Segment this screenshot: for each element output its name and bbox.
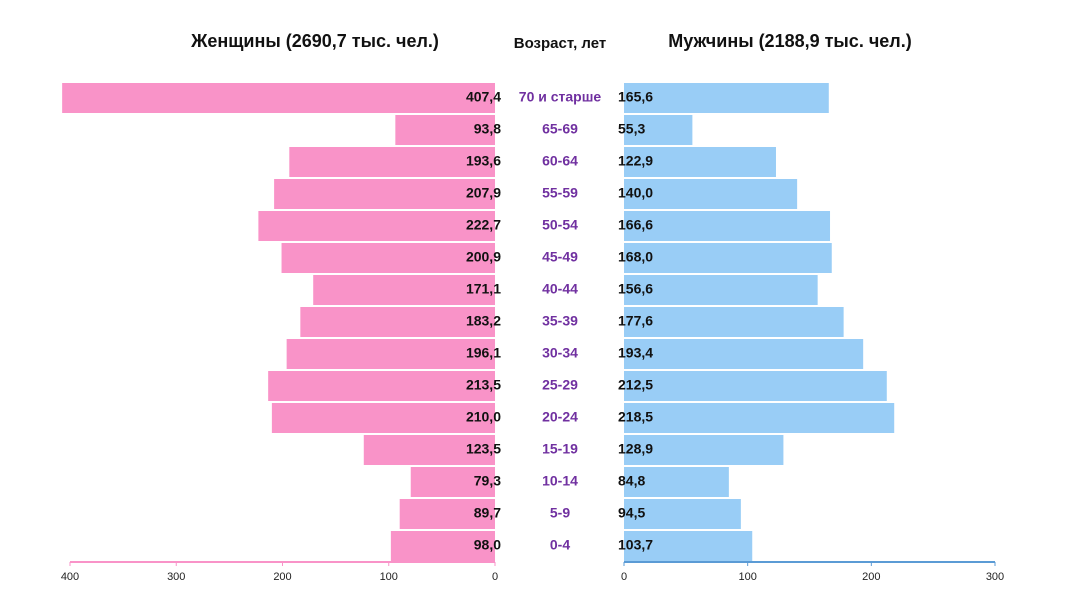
category-label: 70 и старше [519, 89, 602, 105]
bar [624, 371, 887, 401]
bar [624, 531, 753, 561]
bar [258, 211, 495, 241]
value-label: 93,8 [474, 121, 501, 137]
bar [624, 499, 741, 529]
bar [624, 307, 844, 337]
category-label: 65-69 [542, 121, 578, 137]
bar [624, 435, 784, 465]
value-label: 196,1 [466, 345, 501, 361]
category-label: 50-54 [542, 217, 578, 233]
bar [300, 307, 495, 337]
value-label: 193,6 [466, 153, 501, 169]
bar [274, 179, 495, 209]
category-label: 20-24 [542, 409, 578, 425]
value-label: 207,9 [466, 185, 501, 201]
x-tick-label: 0 [492, 571, 498, 583]
value-label: 122,9 [618, 153, 653, 169]
bar [624, 147, 776, 177]
value-label: 407,4 [466, 89, 501, 105]
value-label: 140,0 [618, 185, 653, 201]
category-label: 55-59 [542, 185, 578, 201]
value-label: 156,6 [618, 281, 653, 297]
category-label: 25-29 [542, 377, 578, 393]
value-label: 222,7 [466, 217, 501, 233]
x-tick-label: 300 [167, 571, 185, 583]
value-label: 166,6 [618, 217, 653, 233]
value-label: 177,6 [618, 313, 653, 329]
value-label: 212,5 [618, 377, 653, 393]
value-label: 171,1 [466, 281, 501, 297]
bar [281, 243, 495, 273]
x-tick-label: 0 [621, 571, 627, 583]
value-label: 128,9 [618, 441, 653, 457]
bar [289, 147, 495, 177]
value-label: 168,0 [618, 249, 653, 265]
bar [624, 403, 895, 433]
series-title: Мужчины (2188,9 тыс. чел.) [668, 31, 911, 51]
value-label: 218,5 [618, 409, 653, 425]
x-tick-label: 200 [273, 571, 291, 583]
bar [410, 467, 495, 497]
value-label: 89,7 [474, 505, 501, 521]
bar [62, 83, 495, 113]
value-label: 103,7 [618, 537, 653, 553]
value-label: 183,2 [466, 313, 501, 329]
x-tick-label: 400 [61, 571, 79, 583]
bar [624, 467, 729, 497]
bar [313, 275, 495, 305]
category-label: 45-49 [542, 249, 578, 265]
axis-label: Возраст, лет [514, 35, 606, 52]
bar [624, 179, 798, 209]
value-label: 123,5 [466, 441, 501, 457]
category-label: 0-4 [550, 537, 570, 553]
category-label: 35-39 [542, 313, 578, 329]
value-label: 213,5 [466, 377, 501, 393]
x-tick-label: 200 [862, 571, 880, 583]
value-label: 55,3 [618, 121, 645, 137]
value-label: 165,6 [618, 89, 653, 105]
bar [624, 211, 831, 241]
series-title: Женщины (2690,7 тыс. чел.) [190, 31, 439, 51]
bar [271, 403, 495, 433]
category-label: 15-19 [542, 441, 578, 457]
bar [399, 499, 495, 529]
bar [624, 275, 818, 305]
bar [363, 435, 495, 465]
bar [624, 339, 864, 369]
category-label: 10-14 [542, 473, 578, 489]
bar [286, 339, 495, 369]
category-label: 60-64 [542, 153, 578, 169]
category-label: 40-44 [542, 281, 578, 297]
bar [390, 531, 495, 561]
bar [624, 83, 829, 113]
bar [624, 243, 832, 273]
value-label: 193,4 [618, 345, 653, 361]
bar [395, 115, 495, 145]
category-label: 5-9 [550, 505, 570, 521]
bar [268, 371, 495, 401]
x-tick-label: 100 [380, 571, 398, 583]
bar [624, 115, 693, 145]
x-tick-label: 100 [738, 571, 756, 583]
value-label: 79,3 [474, 473, 501, 489]
category-label: 30-34 [542, 345, 578, 361]
value-label: 210,0 [466, 409, 501, 425]
value-label: 98,0 [474, 537, 501, 553]
x-tick-label: 300 [986, 571, 1004, 583]
value-label: 94,5 [618, 505, 645, 521]
value-label: 200,9 [466, 249, 501, 265]
value-label: 84,8 [618, 473, 645, 489]
